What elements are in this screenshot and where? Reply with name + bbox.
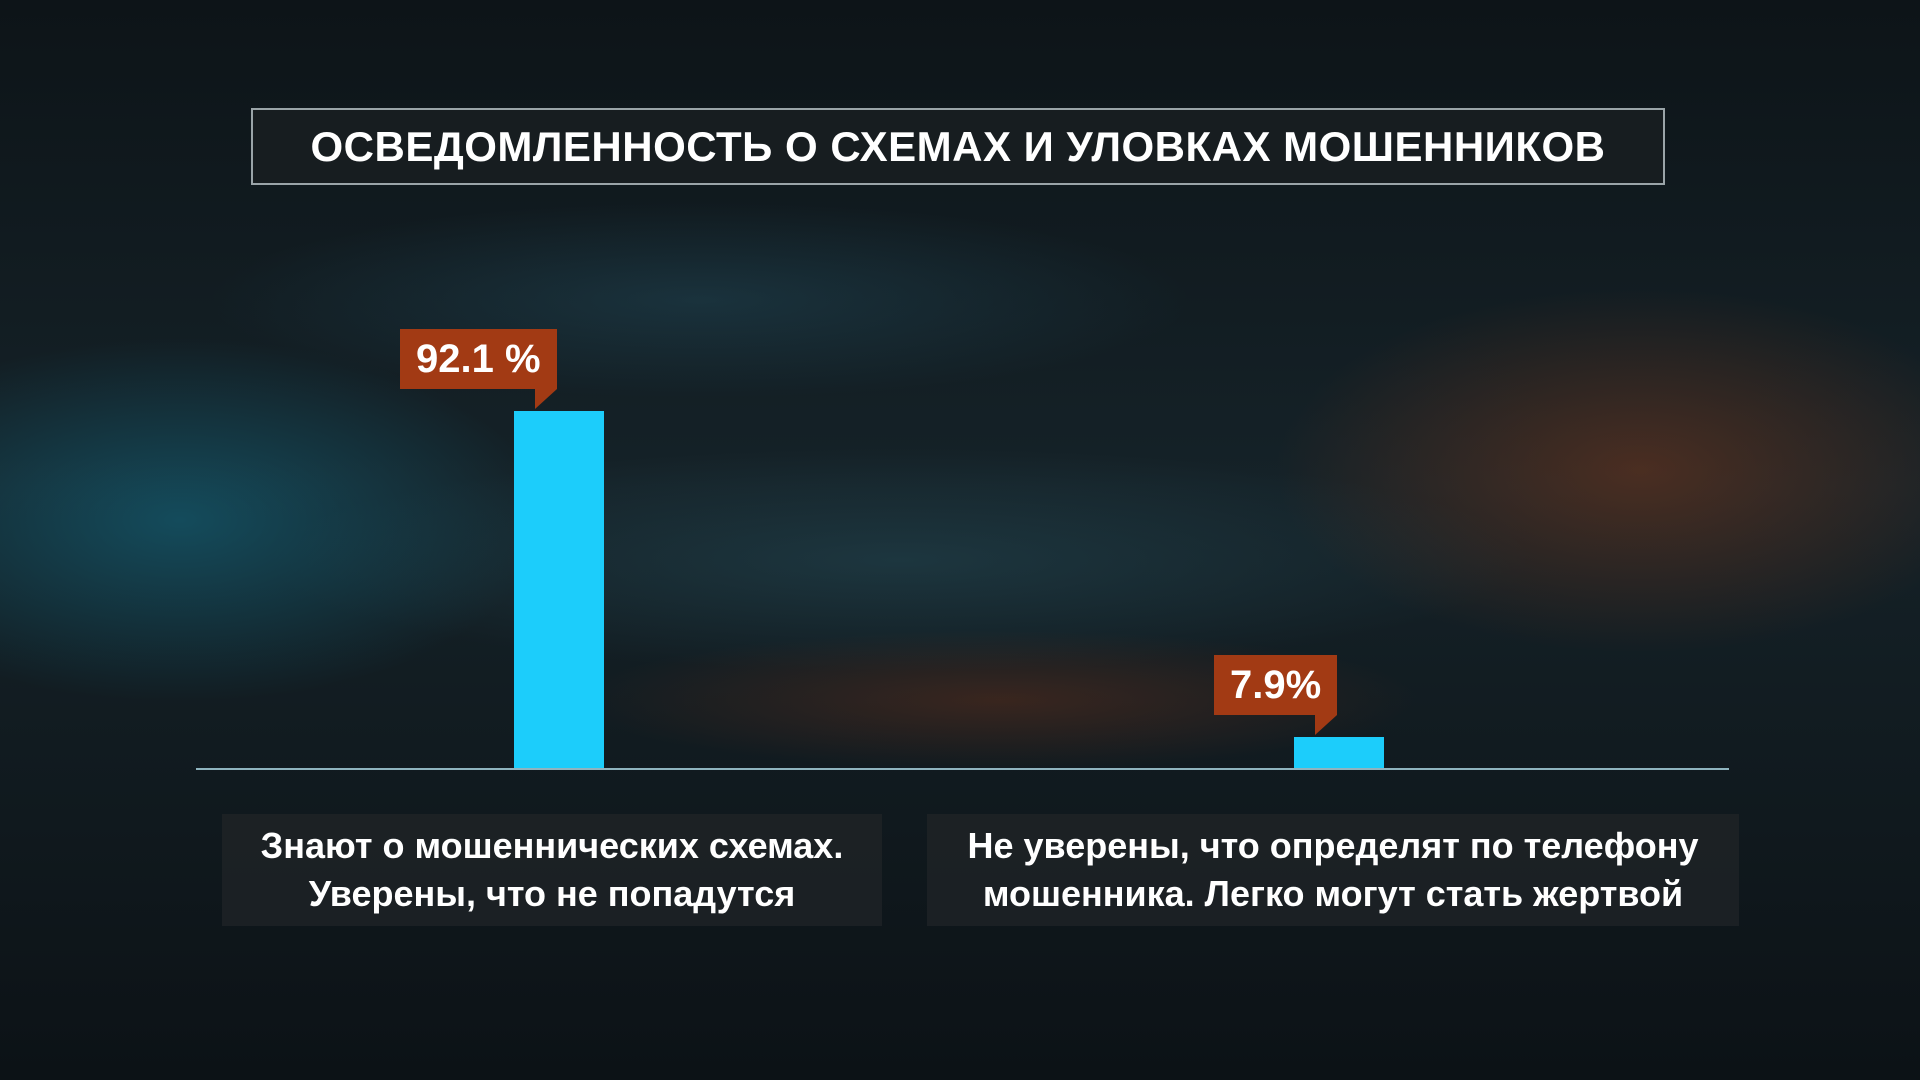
bar <box>514 411 604 768</box>
category-label: Знают о мошеннических схемах. Уверены, ч… <box>222 814 882 926</box>
value-label: 92.1 % <box>400 329 557 409</box>
category-label: Не уверены, что определят по телефону мо… <box>927 814 1739 926</box>
bar <box>1294 737 1384 768</box>
value-label: 7.9% <box>1214 655 1338 736</box>
baseline <box>196 768 1729 770</box>
chart-title: ОСВЕДОМЛЕННОСТЬ О СХЕМАХ И УЛОВКАХ МОШЕН… <box>251 108 1665 185</box>
